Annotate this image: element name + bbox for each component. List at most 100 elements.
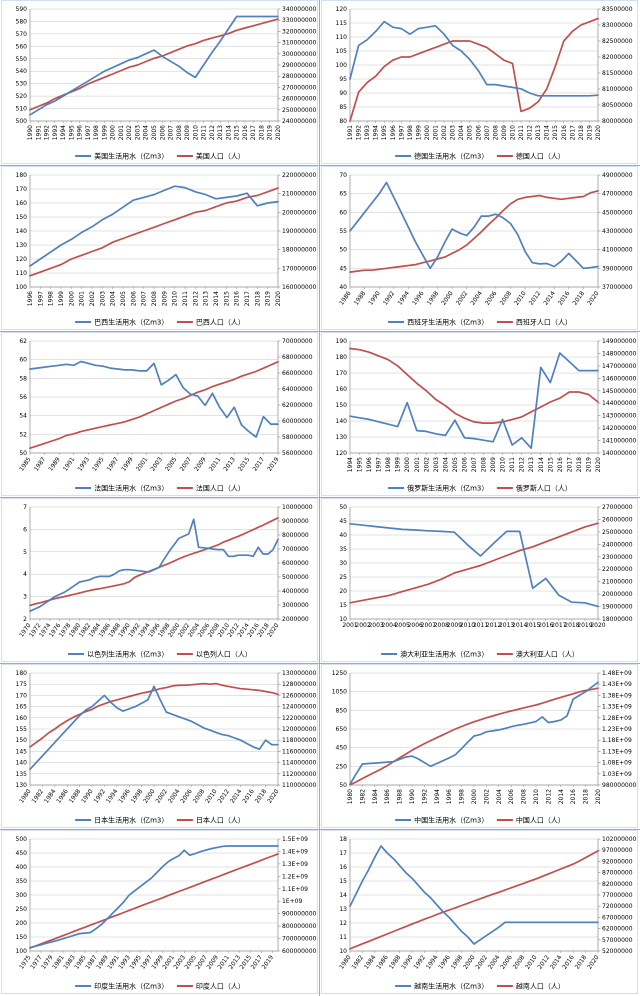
right-axis-tick: 80500000 <box>602 102 633 109</box>
left-axis-tick: 54 <box>19 413 27 420</box>
x-tick-label: 2004 <box>496 789 503 804</box>
water-legend-label: 法国生活用水（亿m3） <box>94 484 168 493</box>
right-axis-tick: 19000000 <box>602 604 633 611</box>
x-tick-label: 2013 <box>203 291 210 306</box>
x-tick-label: 2018 <box>583 789 590 804</box>
population-series-line-vietnam <box>349 850 599 950</box>
left-axis-tick: 105 <box>336 48 348 55</box>
right-axis-tick: 87000000 <box>602 870 633 877</box>
water-legend-label: 巴西生活用水（亿m3） <box>94 318 168 327</box>
left-axis-tick: 17 <box>339 850 347 857</box>
left-axis-tick: 450 <box>336 745 348 752</box>
left-axis-tick: 56 <box>19 394 27 401</box>
x-tick-label: 2007 <box>168 125 175 140</box>
water-series-line-india <box>29 845 279 949</box>
x-tick-label: 1995 <box>357 457 364 472</box>
water-legend-label: 澳大利亚生活用水（亿m3） <box>400 650 488 659</box>
left-axis-tick: 560 <box>16 43 28 50</box>
x-tick-label: 2008 <box>176 125 183 140</box>
x-tick-label: 2000 <box>68 291 75 306</box>
x-tick-label: 1996 <box>77 125 84 140</box>
x-tick-label: 1994 <box>60 125 67 140</box>
left-axis-tick: 160 <box>336 386 348 393</box>
x-tick-label: 2017 <box>250 125 257 140</box>
left-axis-tick: 50 <box>339 504 347 511</box>
left-axis-tick: 18 <box>339 836 347 843</box>
right-axis-tick: 190000000 <box>282 228 317 235</box>
x-tick-label: 2001 <box>342 622 357 629</box>
x-tick-label: 2013 <box>499 622 514 629</box>
right-axis-tick: 112000000 <box>282 771 317 778</box>
left-axis-tick: 500 <box>16 836 28 843</box>
right-axis-tick: 900000000 <box>282 911 317 918</box>
left-axis-tick: 1250 <box>332 670 347 677</box>
water-series-line-israel <box>29 518 279 613</box>
x-tick-label: 2007 <box>141 291 148 306</box>
x-tick-label: 2000 <box>404 457 411 472</box>
right-axis-tick: 70000000 <box>282 338 313 345</box>
axis-tick-labels: 10 15 20 25 30 35 40 45 50 18000000 19000000 200000… <box>339 504 632 623</box>
population-legend-label: 德国人口（人） <box>516 152 565 161</box>
x-tick-label: 2002 <box>126 125 133 140</box>
right-axis-tick: 3000000 <box>282 602 309 609</box>
x-tick-label: 2014 <box>225 125 232 140</box>
left-axis-tick: 130 <box>16 242 28 249</box>
right-axis-tick: 97000000 <box>602 847 633 854</box>
right-axis-tick: 64000000 <box>282 386 313 393</box>
x-tick-label: 2005 <box>395 622 410 629</box>
x-tick-label: 2019 <box>586 125 593 140</box>
right-axis-tick: 1.13E+09 <box>602 748 632 755</box>
right-axis-tick: 290000000 <box>282 62 317 69</box>
population-legend-label: 印度人口（人） <box>196 982 245 991</box>
right-axis-tick: 180000000 <box>282 247 317 254</box>
x-tick-label: 2016 <box>557 457 564 472</box>
population-series-line-china <box>349 687 599 786</box>
x-tick-label: 2020 <box>275 291 282 306</box>
right-axis-tick: 240000000 <box>282 118 317 125</box>
water-series-line-japan <box>29 685 279 771</box>
right-axis-tick: 320000000 <box>282 28 317 35</box>
x-tick-label: 1997 <box>85 125 92 140</box>
right-axis-tick: 39000000 <box>602 265 633 272</box>
left-axis-tick: 135 <box>16 771 28 778</box>
right-axis-tick: 1.2E+09 <box>282 873 308 880</box>
chart-canvas-israel: 2 3 4 5 6 7 2000000 3000000 4000000 5000000 600000… <box>1 498 318 662</box>
x-tick-label: 2006 <box>159 125 166 140</box>
x-tick-label: 2012 <box>519 457 526 472</box>
left-axis-tick: 500 <box>16 118 28 125</box>
right-axis-tick: 83500000 <box>602 6 633 13</box>
right-axis-tick: 22000000 <box>602 566 633 573</box>
x-tick-label: 2003 <box>450 125 457 140</box>
x-tick-label: 2017 <box>566 457 573 472</box>
left-axis-tick: 115 <box>336 20 348 27</box>
right-axis-tick: 1.23E+09 <box>602 726 632 733</box>
x-tick-label: 1996 <box>366 457 373 472</box>
water-series-line-france <box>29 360 279 438</box>
right-axis-tick: 170000000 <box>282 265 317 272</box>
x-tick-label: 1984 <box>372 789 379 804</box>
gridlines-and-axes <box>349 340 601 454</box>
x-tick-label: 1991 <box>347 125 354 140</box>
left-axis-tick: 160 <box>16 715 28 722</box>
x-tick-label: 2019 <box>265 291 272 306</box>
right-axis-tick: 1.43E+09 <box>602 681 632 688</box>
population-legend-label: 以色列人口（人） <box>196 650 252 659</box>
right-axis-tick: 118000000 <box>282 737 317 744</box>
water-legend-label: 印度生活用水（亿m3） <box>94 982 168 991</box>
left-axis-tick: 7 <box>23 504 27 511</box>
left-axis-tick: 10 <box>339 948 347 955</box>
left-axis-tick: 45 <box>339 518 347 525</box>
gridlines-and-axes <box>29 838 281 952</box>
x-tick-label: 2017 <box>569 125 576 140</box>
x-tick-label: 2008 <box>151 291 158 306</box>
x-tick-label: 2003 <box>99 291 106 306</box>
right-axis-tick: 310000000 <box>282 40 317 47</box>
left-axis-tick: 30 <box>339 560 347 567</box>
right-axis-tick: 80000000 <box>602 118 633 125</box>
x-tick-label: 2018 <box>254 291 261 306</box>
left-axis-tick: 40 <box>339 532 347 539</box>
x-tick-label: 2020 <box>595 789 602 804</box>
water-legend-label: 德国生活用水（亿m3） <box>414 152 488 161</box>
right-axis-tick: 24000000 <box>602 541 633 548</box>
right-axis-tick: 4000000 <box>282 588 309 595</box>
